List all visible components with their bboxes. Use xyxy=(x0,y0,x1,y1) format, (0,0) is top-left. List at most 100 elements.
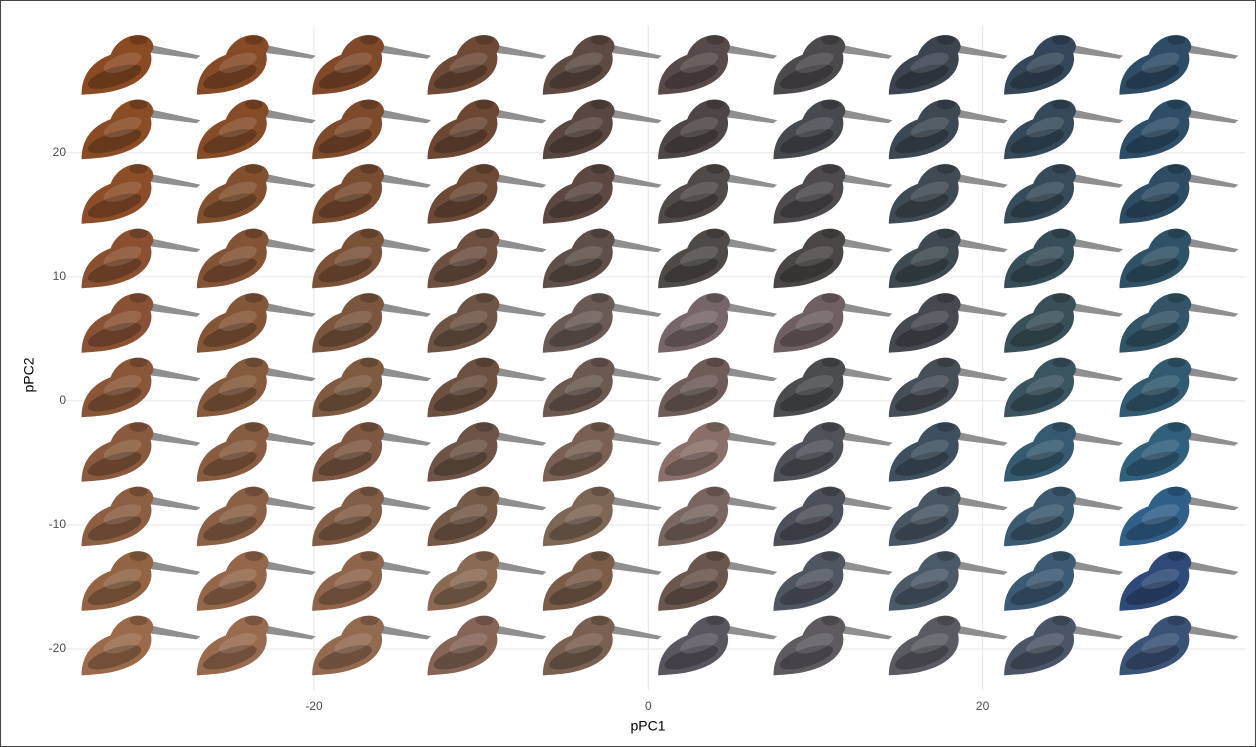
bird-crown xyxy=(245,99,263,109)
y-axis-title: pPC2 xyxy=(21,357,37,392)
bird-crown xyxy=(360,357,378,367)
bird-crown xyxy=(937,615,955,625)
bird-crown xyxy=(130,357,148,367)
bird-crown xyxy=(1052,486,1070,496)
bird-crown xyxy=(245,164,263,174)
bird-crown xyxy=(591,357,609,367)
bird-crown xyxy=(1167,293,1185,303)
bird-crown xyxy=(706,357,724,367)
bird-crown xyxy=(822,615,840,625)
bird-crown xyxy=(591,293,609,303)
bird-crown xyxy=(1052,164,1070,174)
bird-crown xyxy=(706,422,724,432)
bird-crown xyxy=(822,35,840,45)
bird-crown xyxy=(1052,422,1070,432)
bird-crown xyxy=(937,551,955,561)
bird-crown xyxy=(706,35,724,45)
bird-crown xyxy=(360,99,378,109)
bird-crown xyxy=(476,551,494,561)
bird-crown xyxy=(1167,615,1185,625)
bird-crown xyxy=(1167,422,1185,432)
bird-crown xyxy=(822,486,840,496)
bird-crown xyxy=(1167,357,1185,367)
x-tick-label: 0 xyxy=(645,699,652,713)
bird-crown xyxy=(360,35,378,45)
bird-crown xyxy=(476,293,494,303)
bird-crown xyxy=(1052,293,1070,303)
bird-crown xyxy=(1052,551,1070,561)
bird-crown xyxy=(1052,99,1070,109)
bird-crown xyxy=(130,228,148,238)
bird-crown xyxy=(706,615,724,625)
bird-crown xyxy=(130,615,148,625)
bird-crown xyxy=(1167,99,1185,109)
bird-crown xyxy=(245,35,263,45)
bird-crown xyxy=(360,293,378,303)
bird-crown xyxy=(360,422,378,432)
y-tick-label: 10 xyxy=(53,269,67,283)
bird-crown xyxy=(706,99,724,109)
bird-crown xyxy=(1167,551,1185,561)
y-tick-label: -20 xyxy=(49,641,67,655)
bird-crown xyxy=(476,422,494,432)
bird-crown xyxy=(822,99,840,109)
bird-crown xyxy=(476,99,494,109)
bird-crown xyxy=(130,486,148,496)
bird-crown xyxy=(245,228,263,238)
x-tick-label: -20 xyxy=(305,699,323,713)
bird-crown xyxy=(937,486,955,496)
bird-crown xyxy=(822,164,840,174)
bird-crown xyxy=(476,486,494,496)
bird-crown xyxy=(937,293,955,303)
bird-crown xyxy=(706,551,724,561)
y-tick-label: -10 xyxy=(49,517,67,531)
bird-crown xyxy=(591,615,609,625)
bird-crown xyxy=(1167,35,1185,45)
bird-crown xyxy=(245,551,263,561)
bird-crown xyxy=(591,486,609,496)
bird-crown xyxy=(591,228,609,238)
bird-crown xyxy=(1167,164,1185,174)
bird-crown xyxy=(130,422,148,432)
bird-crown xyxy=(245,357,263,367)
bird-crown xyxy=(706,486,724,496)
bird-crown xyxy=(937,228,955,238)
bird-crown xyxy=(591,551,609,561)
bird-crown xyxy=(591,35,609,45)
bird-crown xyxy=(937,99,955,109)
bird-crown xyxy=(360,228,378,238)
bird-crown xyxy=(1167,228,1185,238)
bird-crown xyxy=(130,551,148,561)
bird-crown xyxy=(1052,228,1070,238)
bird-crown xyxy=(937,164,955,174)
bird-crown xyxy=(706,228,724,238)
bird-crown xyxy=(591,422,609,432)
bird-crown xyxy=(130,35,148,45)
bird-crown xyxy=(937,35,955,45)
bird-crown xyxy=(130,99,148,109)
y-tick-label: 20 xyxy=(53,145,67,159)
bird-crown xyxy=(360,615,378,625)
bird-crown xyxy=(476,228,494,238)
bird-crown xyxy=(1052,357,1070,367)
x-axis-title: pPC1 xyxy=(630,718,665,734)
chart: pPC1 pPC2 -20 0 20 -20 -10 0 10 20 xyxy=(0,0,1256,747)
bird-crown xyxy=(937,357,955,367)
bird-crown xyxy=(130,293,148,303)
bird-crown xyxy=(706,164,724,174)
bird-crown xyxy=(591,164,609,174)
bird-crown xyxy=(245,293,263,303)
bird-crown xyxy=(360,486,378,496)
bird-crown xyxy=(822,357,840,367)
bird-crown xyxy=(822,551,840,561)
bird-crown xyxy=(1052,35,1070,45)
y-tick-label: 0 xyxy=(59,393,66,407)
bird-crown xyxy=(360,164,378,174)
bird-crown xyxy=(937,422,955,432)
bird-crown xyxy=(360,551,378,561)
bird-crown xyxy=(476,164,494,174)
bird-crown xyxy=(1167,486,1185,496)
bird-crown xyxy=(245,486,263,496)
bird-crown xyxy=(476,615,494,625)
x-tick-label: 20 xyxy=(976,699,990,713)
